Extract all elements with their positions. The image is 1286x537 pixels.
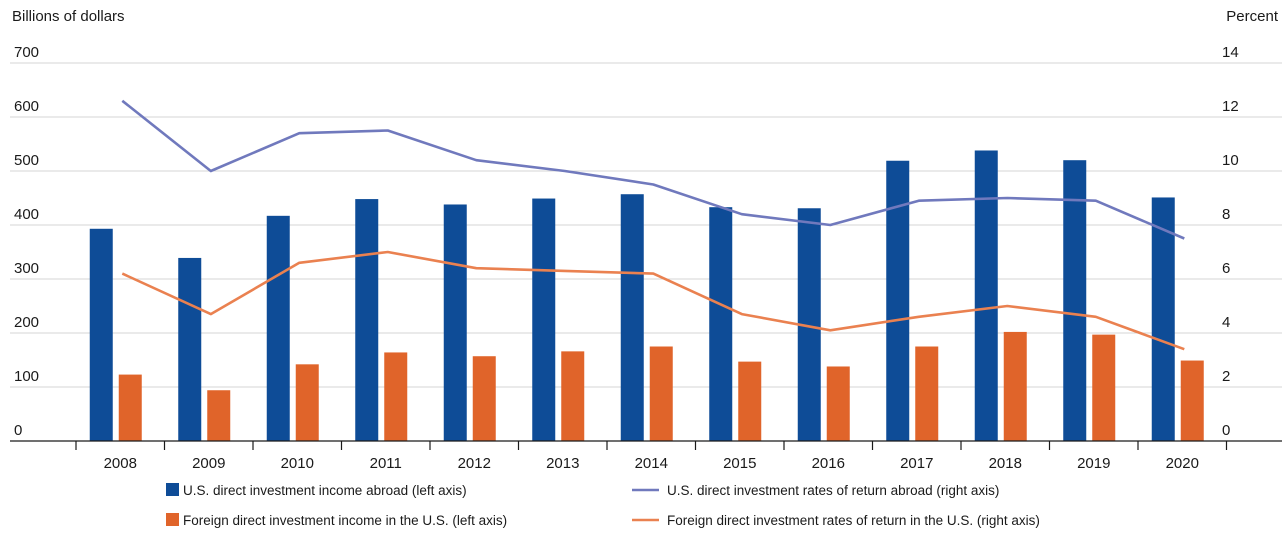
x-tick-label: 2008	[104, 455, 137, 472]
right-axis-ticks: 0 2 4 6 8 10 12 14	[1222, 44, 1239, 439]
x-tick-label: 2011	[370, 455, 402, 472]
x-tick-label: 2014	[635, 455, 668, 472]
line-series-2	[121, 99, 1185, 240]
bar-2011-series-0	[355, 199, 379, 441]
bar-2014-series-0	[620, 194, 644, 441]
legend: U.S. direct investment income abroad (le…	[166, 483, 1040, 528]
bar-2012-series-1	[472, 356, 496, 441]
right-tick-label: 2	[1222, 368, 1230, 385]
bar-2009-series-1	[207, 390, 231, 441]
bar-2013-series-0	[532, 198, 556, 441]
left-tick-label: 700	[14, 44, 39, 61]
bar-2015-series-1	[738, 361, 762, 441]
x-tick-label: 2015	[723, 455, 756, 472]
right-tick-label: 12	[1222, 98, 1239, 115]
x-tick-label: 2017	[900, 455, 933, 472]
bar-2013-series-1	[561, 351, 585, 441]
bar-2016-series-1	[826, 366, 850, 441]
left-tick-label: 0	[14, 422, 22, 439]
bar-2010-series-1	[295, 364, 319, 441]
left-tick-label: 100	[14, 368, 39, 385]
right-tick-label: 0	[1222, 422, 1230, 439]
left-tick-label: 600	[14, 98, 39, 115]
x-tick-label: 2013	[546, 455, 579, 472]
x-tick-label: 2012	[458, 455, 491, 472]
x-tick-label: 2018	[989, 455, 1022, 472]
bar-2020-series-1	[1180, 360, 1204, 441]
left-tick-label: 500	[14, 152, 39, 169]
line-series-3	[121, 250, 1185, 351]
bar-2010-series-0	[266, 215, 290, 441]
bar-2019-series-0	[1063, 160, 1087, 441]
right-tick-label: 4	[1222, 314, 1230, 331]
legend-label-2: U.S. direct investment rates of return a…	[667, 483, 999, 498]
x-axis: 2008 2009 2010 2011 2012 2013 2014 2015 2016 2017…	[10, 440, 1282, 472]
right-tick-label: 8	[1222, 206, 1230, 223]
left-axis-title: Billions of dollars	[12, 8, 125, 25]
x-tick-label: 2009	[192, 455, 225, 472]
x-tick-label: 2019	[1077, 455, 1110, 472]
bar-2017-series-1	[915, 346, 939, 441]
legend-label-1: Foreign direct investment income in the …	[183, 513, 507, 528]
bar-2018-series-1	[1003, 331, 1027, 441]
x-tick-label: 2010	[281, 455, 314, 472]
lines	[121, 99, 1185, 351]
x-tick-label: 2020	[1166, 455, 1199, 472]
legend-label-3: Foreign direct investment rates of retur…	[667, 513, 1040, 528]
left-tick-label: 400	[14, 206, 39, 223]
x-tick-label: 2016	[812, 455, 845, 472]
bar-2011-series-1	[384, 352, 408, 441]
left-tick-label: 200	[14, 314, 39, 331]
bar-2019-series-1	[1092, 334, 1116, 441]
right-tick-label: 14	[1222, 44, 1239, 61]
bar-2009-series-0	[178, 257, 202, 441]
bar-2012-series-0	[443, 204, 467, 441]
right-tick-label: 6	[1222, 260, 1230, 277]
bars	[89, 150, 1204, 442]
legend-swatch-1	[166, 513, 179, 526]
bar-2008-series-0	[89, 228, 113, 441]
gridlines	[10, 62, 1282, 388]
right-tick-label: 10	[1222, 152, 1239, 169]
bar-2016-series-0	[797, 208, 821, 441]
legend-label-0: U.S. direct investment income abroad (le…	[183, 483, 467, 498]
bar-2015-series-0	[709, 207, 733, 441]
bar-2017-series-0	[886, 160, 910, 442]
bar-2020-series-0	[1151, 197, 1175, 441]
right-axis-title: Percent	[1226, 8, 1279, 25]
bar-2018-series-0	[974, 150, 998, 442]
bar-2008-series-1	[118, 374, 142, 441]
bar-2014-series-1	[649, 346, 673, 441]
left-tick-label: 300	[14, 260, 39, 277]
left-axis-ticks: 0 100 200 300 400 500 600 700	[14, 44, 39, 439]
legend-swatch-0	[166, 483, 179, 496]
